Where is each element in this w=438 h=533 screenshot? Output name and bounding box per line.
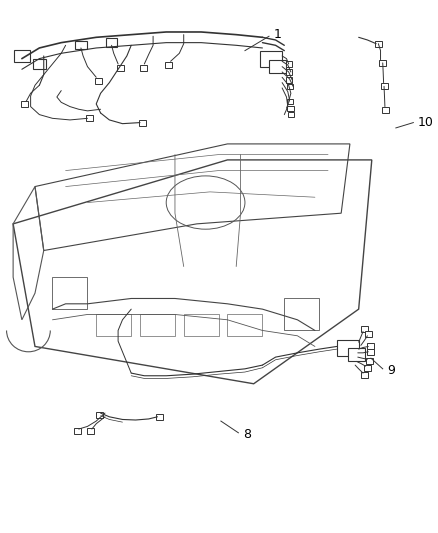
Bar <box>96 314 131 336</box>
Bar <box>366 358 373 364</box>
Bar <box>14 50 30 62</box>
Bar <box>286 61 292 67</box>
Bar <box>364 365 371 371</box>
Bar <box>75 41 87 50</box>
Text: 10: 10 <box>418 116 434 129</box>
Bar <box>287 99 293 104</box>
Bar <box>367 349 374 355</box>
Bar <box>74 427 81 434</box>
Text: 1: 1 <box>273 28 281 41</box>
Bar <box>140 64 147 71</box>
Bar <box>348 348 365 361</box>
Bar <box>361 326 368 333</box>
Bar <box>286 84 293 89</box>
Bar <box>381 83 388 90</box>
Bar <box>284 298 319 330</box>
Bar <box>286 69 292 75</box>
Bar <box>287 106 293 111</box>
Bar <box>361 372 368 378</box>
Bar <box>88 427 95 434</box>
Bar <box>382 107 389 114</box>
Bar <box>117 64 124 71</box>
Bar <box>260 51 282 67</box>
Text: 9: 9 <box>387 364 395 377</box>
Bar <box>21 101 28 107</box>
Bar <box>33 59 46 69</box>
Bar <box>165 62 172 68</box>
Bar <box>269 60 286 73</box>
Bar <box>53 277 88 309</box>
Bar <box>227 314 262 336</box>
Bar <box>96 411 103 418</box>
Text: 8: 8 <box>243 428 251 441</box>
Bar <box>86 115 93 122</box>
Bar <box>95 78 102 84</box>
Bar <box>106 38 117 47</box>
Bar <box>379 60 386 66</box>
Bar <box>367 343 374 350</box>
Bar <box>288 112 294 117</box>
Bar <box>337 340 359 356</box>
Bar <box>184 314 219 336</box>
Bar <box>139 119 146 126</box>
Bar <box>375 41 382 47</box>
Bar <box>156 414 163 420</box>
Bar <box>365 330 372 337</box>
Bar <box>286 77 293 83</box>
Bar <box>140 314 175 336</box>
